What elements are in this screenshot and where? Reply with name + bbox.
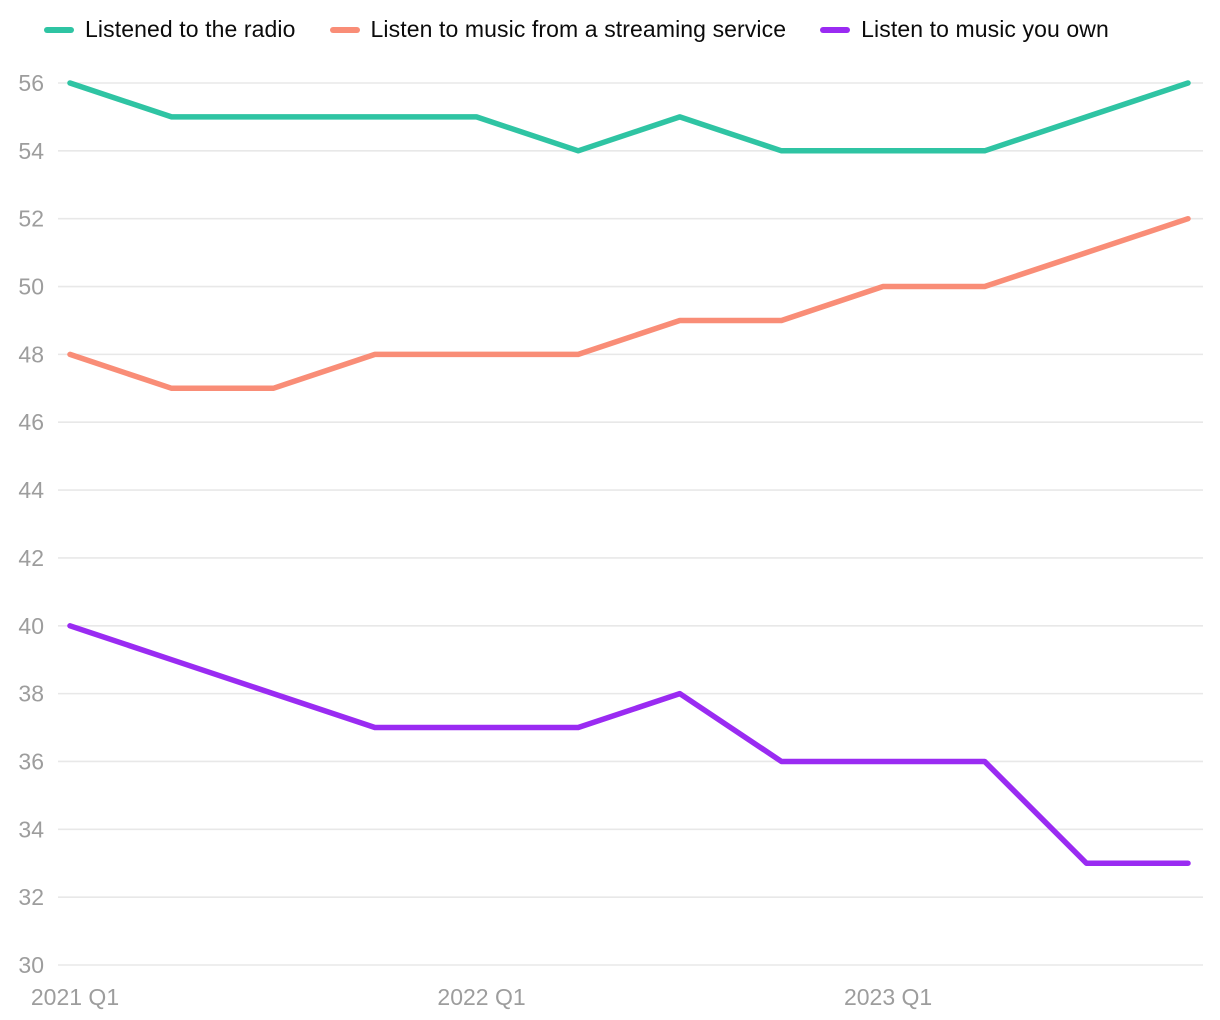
- y-tick-label: 46: [18, 409, 44, 435]
- legend-item-streaming: Listen to music from a streaming service: [329, 16, 787, 43]
- series-line-0: [67, 80, 1191, 154]
- legend-swatch-icon: [820, 26, 851, 33]
- x-tick-label: 2022 Q1: [437, 984, 525, 1010]
- legend-item-radio: Listened to the radio: [44, 16, 296, 43]
- y-tick-label: 34: [18, 816, 44, 842]
- y-tick-label: 38: [18, 681, 44, 707]
- legend-label: Listened to the radio: [85, 16, 296, 42]
- legend-swatch-icon: [44, 26, 74, 33]
- y-tick-label: 54: [18, 138, 44, 164]
- legend-label: Listen to music you own: [861, 16, 1109, 42]
- legend-swatch-icon: [329, 26, 360, 33]
- series-line-2: [67, 623, 1191, 866]
- y-tick-label: 30: [18, 952, 44, 978]
- chart-legend: Listened to the radio Listen to music fr…: [44, 16, 1109, 43]
- legend-item-own-music: Listen to music you own: [820, 16, 1109, 43]
- y-tick-label: 52: [18, 206, 44, 232]
- x-tick-label: 2023 Q1: [844, 984, 932, 1010]
- y-tick-label: 36: [18, 748, 44, 774]
- legend-label: Listen to music from a streaming service: [370, 16, 787, 42]
- y-tick-label: 44: [18, 477, 44, 503]
- y-tick-label: 50: [18, 274, 44, 300]
- y-tick-label: 40: [18, 613, 44, 639]
- y-tick-label: 42: [18, 545, 44, 571]
- y-tick-label: 48: [18, 341, 44, 367]
- y-tick-label: 32: [18, 884, 44, 910]
- x-tick-label: 2021 Q1: [31, 984, 119, 1010]
- y-tick-label: 56: [18, 70, 44, 96]
- series-line-1: [67, 215, 1191, 392]
